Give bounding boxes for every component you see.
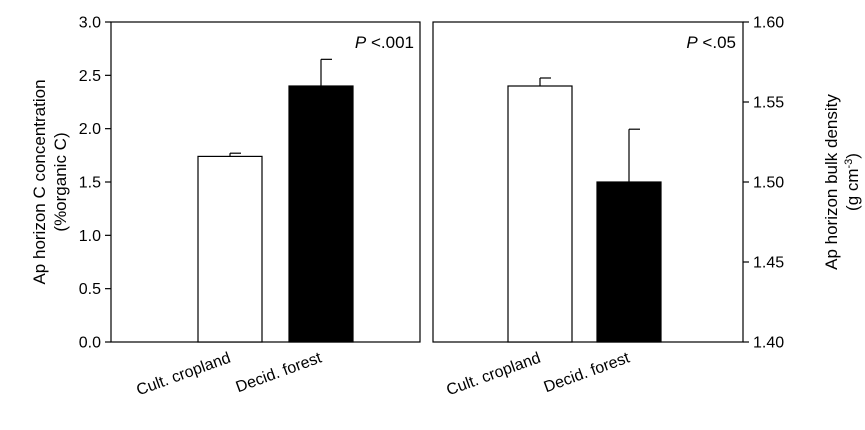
left-y-tick-label: 0.5 — [79, 281, 101, 298]
right-y-axis-title: Ap horizon bulk density (g cm-3) — [822, 94, 862, 270]
right-bar-forest — [596, 181, 662, 343]
right-y-tick-label: 1.50 — [753, 175, 784, 192]
panel-right-bulk-density: 1.40 1.45 1.50 1.55 1.60 P <.05 Ap horizon b… — [432, 15, 862, 399]
left-category-labels: Cult. cropland Decid. forest — [134, 349, 324, 399]
left-y-tick-label: 2.5 — [79, 68, 101, 85]
right-y-tick-label: 1.40 — [753, 335, 784, 352]
left-y-axis-title-line1: Ap horizon C concentration — [30, 79, 49, 284]
left-p-value: P <.001 — [355, 33, 414, 52]
right-y-axis-ticks: 1.40 1.45 1.50 1.55 1.60 — [743, 15, 784, 352]
right-category-label-forest: Decid. forest — [542, 349, 633, 396]
right-category-label-cropland: Cult. cropland — [444, 350, 543, 400]
panel-left-carbon: 0.0 0.5 1.0 1.5 2.0 2.5 3.0 P <.001 Ap horizon… — [30, 15, 421, 399]
left-bar-forest — [288, 85, 354, 343]
left-y-axis-ticks: 0.0 0.5 1.0 1.5 2.0 2.5 3.0 — [79, 15, 111, 352]
right-y-tick-label: 1.45 — [753, 255, 784, 272]
right-y-axis-title-line2: (g cm-3) — [843, 153, 862, 211]
left-bar-cropland — [197, 155, 263, 343]
right-y-axis-title-line1: Ap horizon bulk density — [822, 94, 841, 270]
right-y-tick-label: 1.55 — [753, 95, 784, 112]
left-category-label-cropland: Cult. cropland — [134, 350, 233, 400]
left-y-tick-label: 3.0 — [79, 15, 101, 32]
left-y-tick-label: 0.0 — [79, 335, 101, 352]
panel-right-frame — [432, 21, 744, 343]
right-y-tick-label: 1.60 — [753, 15, 784, 32]
panel-left-frame — [110, 21, 421, 343]
left-category-label-forest: Decid. forest — [234, 349, 325, 396]
right-bar-cropland — [507, 85, 573, 343]
right-p-value: P <.05 — [686, 33, 736, 52]
left-bars — [197, 58, 354, 343]
right-bars — [507, 77, 662, 343]
left-y-tick-label: 1.5 — [79, 175, 101, 192]
left-y-tick-label: 2.0 — [79, 121, 101, 138]
left-y-axis-title: Ap horizon C concentration (%organic C) — [30, 79, 70, 284]
left-y-axis-title-line2: (%organic C) — [51, 132, 70, 231]
left-y-tick-label: 1.0 — [79, 228, 101, 245]
